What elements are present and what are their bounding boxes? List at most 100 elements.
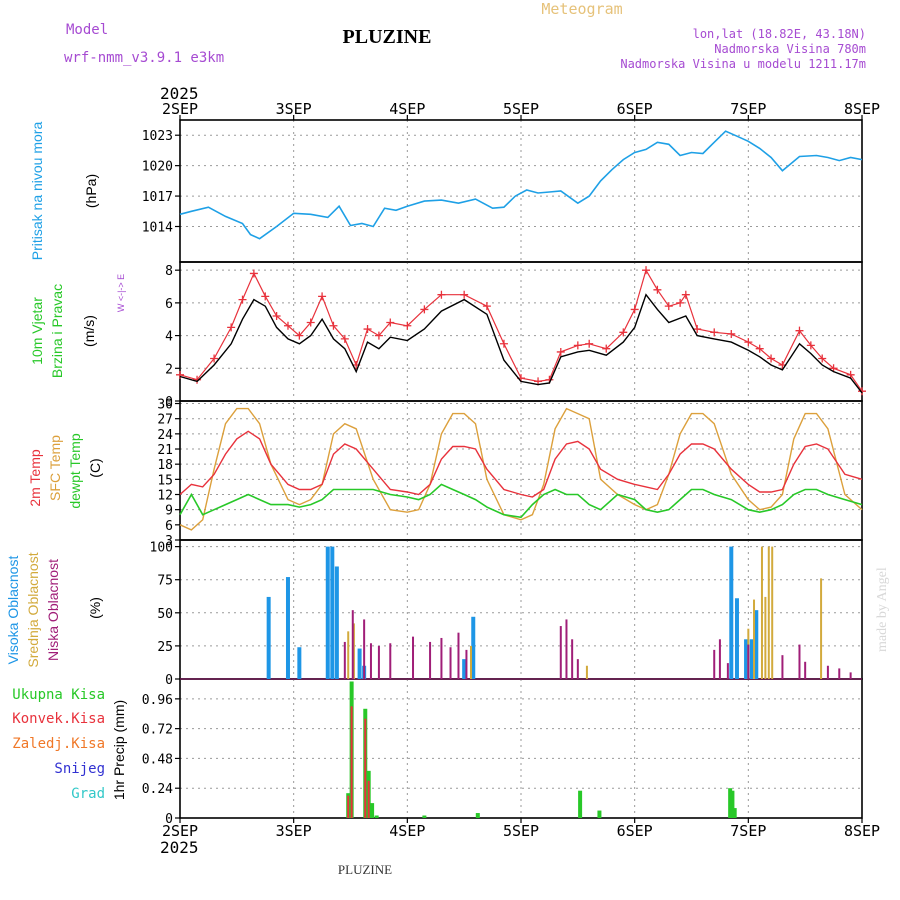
- mid-cloud-bar: [469, 645, 472, 679]
- precip-conv-bar: [350, 706, 353, 818]
- gust-marker: [602, 344, 611, 353]
- mid-cloud-bar: [820, 578, 823, 679]
- temp2m-line: [179, 430, 863, 498]
- gust-marker: [306, 318, 315, 327]
- gust-marker: [858, 387, 866, 396]
- mid-cloud-bar: [347, 631, 350, 679]
- high-cloud-bar: [462, 659, 467, 679]
- low-cloud-bar: [351, 610, 354, 679]
- y-tick-label: 1014: [142, 221, 173, 236]
- low-cloud-bar: [377, 645, 380, 679]
- y-tick-label: 1017: [142, 190, 173, 205]
- gust-marker: [727, 329, 736, 338]
- high-cloud-bar: [357, 648, 362, 679]
- year-bottom: 2025: [160, 838, 199, 857]
- gust-marker: [710, 328, 719, 337]
- gust-marker: [460, 290, 469, 299]
- gust-marker: [420, 305, 429, 314]
- low-cloud-bar: [838, 668, 841, 679]
- panel-frame: [179, 678, 863, 819]
- mid-cloud-bar: [764, 596, 767, 679]
- time-label-bottom: 3SEP: [276, 822, 312, 840]
- gust-marker: [653, 285, 662, 294]
- time-label-top: 5SEP: [503, 100, 539, 118]
- mid-cloud-bar: [352, 623, 355, 679]
- high-cloud-bar: [285, 577, 290, 679]
- time-label-bottom: 8SEP: [844, 822, 880, 840]
- wind-compass-label: W <-|-> E: [116, 274, 126, 312]
- gust-marker: [676, 298, 685, 307]
- low-cloud-bar: [781, 655, 784, 679]
- wind-label: 10m Vjetar: [29, 297, 45, 365]
- axes-layer: 1014101710201023024683691215182124273002…: [5, 100, 880, 840]
- gust-marker: [340, 334, 349, 343]
- station-title: PLUZINE: [343, 26, 432, 48]
- high-cloud-bar: [297, 647, 302, 679]
- y-tick-label: 0.24: [142, 782, 173, 797]
- y-tick-label: 8: [165, 264, 173, 279]
- y-tick-label: 3: [165, 534, 173, 549]
- gust-marker: [630, 305, 639, 314]
- gust-marker: [795, 326, 804, 335]
- y-tick-label: 0: [165, 673, 173, 688]
- y-tick-label: 0.48: [142, 752, 173, 767]
- time-label-top: 3SEP: [276, 100, 312, 118]
- gust-marker: [283, 321, 292, 330]
- gust-marker: [403, 321, 412, 330]
- low-cloud-bar: [429, 641, 432, 679]
- gust-marker: [693, 325, 702, 334]
- mid-cloud-bar: [771, 546, 774, 679]
- high-cloud-bar: [734, 598, 739, 679]
- high-cloud-bar: [729, 546, 734, 679]
- elevation-label: Nadmorska Visina 780m: [714, 42, 866, 56]
- precip-legend-item: Snijeg: [54, 761, 105, 777]
- high-cloud-label: Visoka Oblacnost: [5, 556, 21, 665]
- high-cloud-bar: [334, 566, 339, 679]
- y-tick-label: 1023: [142, 129, 173, 144]
- low-cloud-bar: [798, 644, 801, 679]
- time-label-bottom: 2SEP: [162, 822, 198, 840]
- watermark: made by Angel: [875, 567, 890, 652]
- high-cloud-bar: [325, 546, 330, 679]
- low-cloud-bar: [826, 665, 829, 679]
- precip-legend-item: Grad: [71, 786, 105, 802]
- y-tick-label: 21: [157, 443, 173, 458]
- low-cloud-bar: [747, 644, 750, 679]
- gust-marker: [318, 292, 327, 301]
- gust-marker: [499, 339, 508, 348]
- time-label-top: 8SEP: [844, 100, 880, 118]
- gust-marker: [755, 344, 764, 353]
- y-tick-label: 15: [157, 473, 173, 488]
- gust-marker: [767, 354, 776, 363]
- time-label-top: 2SEP: [162, 100, 198, 118]
- pressure-line: [179, 130, 863, 240]
- precip-total-bar: [370, 803, 375, 818]
- precip-conv-bar: [347, 795, 350, 818]
- y-tick-label: 18: [157, 458, 173, 473]
- model-name: wrf-nmm_v3.9.1 e3km: [64, 50, 224, 66]
- y-tick-label: 6: [165, 297, 173, 312]
- gust-marker: [437, 290, 446, 299]
- low-cloud-bar: [412, 636, 415, 679]
- y-tick-label: 50: [157, 607, 173, 622]
- gust-marker: [573, 341, 582, 350]
- high-cloud-bar: [471, 616, 476, 679]
- time-label-bottom: 5SEP: [503, 822, 539, 840]
- year-top: 2025: [160, 84, 199, 103]
- model-label: Model: [66, 22, 108, 38]
- y-tick-label: 12: [157, 489, 173, 504]
- y-tick-label: 27: [157, 413, 173, 428]
- time-label-top: 4SEP: [389, 100, 425, 118]
- low-cloud-label: Niska Oblacnost: [45, 559, 61, 661]
- sfc-temp-label: SFC Temp: [47, 435, 63, 501]
- low-cloud-bar: [571, 639, 574, 679]
- gust-marker: [681, 290, 690, 299]
- time-label-bottom: 6SEP: [617, 822, 653, 840]
- y-tick-label: 30: [157, 398, 173, 413]
- time-label-bottom: 7SEP: [730, 822, 766, 840]
- precip-total-bar: [732, 808, 737, 818]
- low-cloud-bar: [465, 649, 468, 679]
- chart-kind-title: Meteogram: [541, 0, 622, 18]
- gust-marker: [585, 339, 594, 348]
